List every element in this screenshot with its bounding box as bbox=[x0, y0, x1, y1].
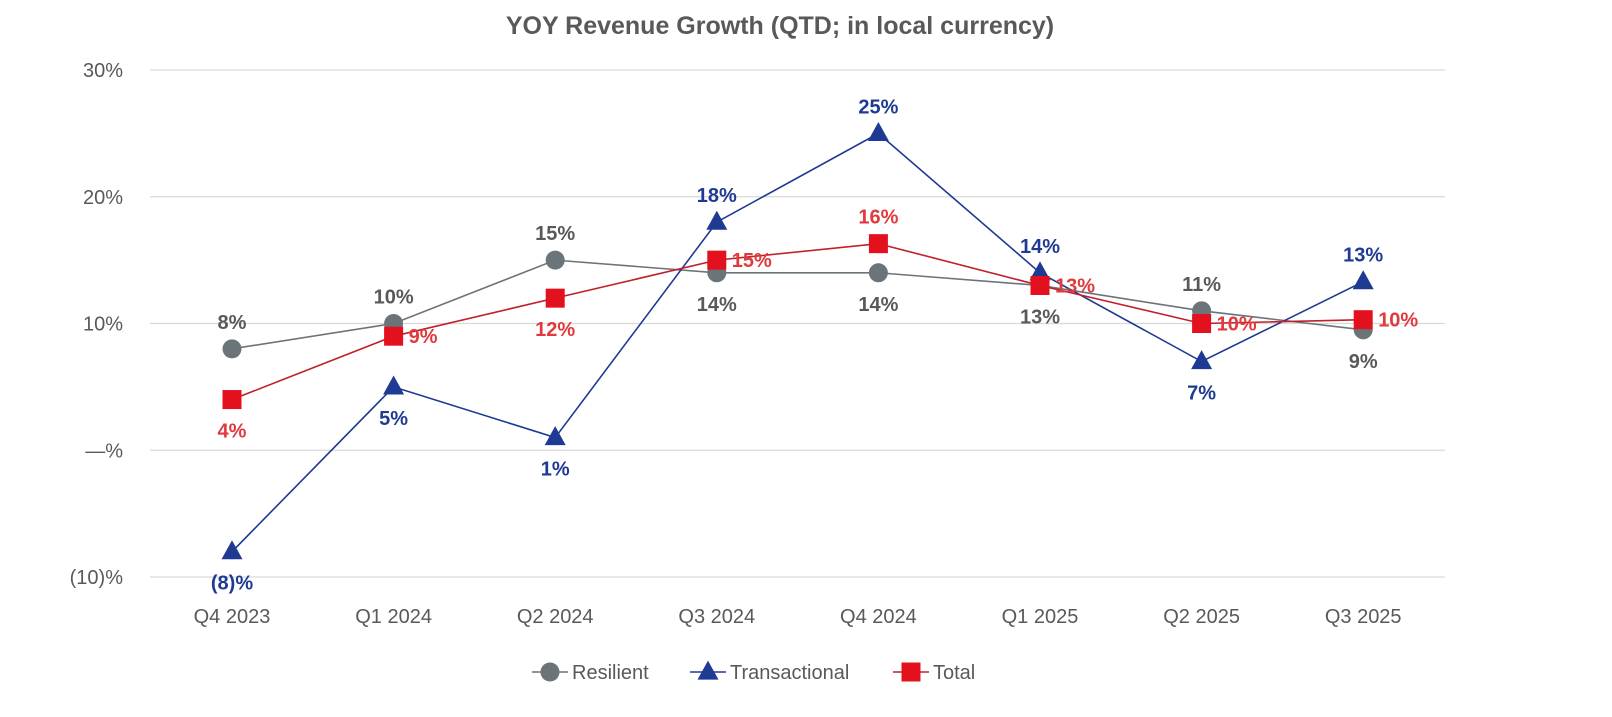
resilient-point bbox=[545, 250, 565, 270]
x-tick-label: Q4 2024 bbox=[840, 606, 917, 628]
resilient-data-label: 10% bbox=[374, 287, 414, 309]
y-axis-ticks: 30% 20% 10% —% (10)% bbox=[70, 60, 124, 589]
total-data-label: 10% bbox=[1217, 314, 1257, 336]
transactional-point bbox=[1352, 270, 1374, 290]
x-tick-label: Q1 2024 bbox=[355, 606, 432, 628]
data-labels: 8% 10% 15% 14% 14% 13% 11% 9% (8)% 5% 1% 18% 25% 14% 7… bbox=[211, 96, 1419, 594]
total-data-label: 9% bbox=[409, 326, 438, 348]
y-tick-label: 20% bbox=[83, 187, 123, 209]
y-tick-label: 30% bbox=[83, 60, 123, 82]
transactional-point bbox=[544, 426, 566, 446]
resilient-data-label: 9% bbox=[1349, 351, 1378, 373]
legend-label: Resilient bbox=[572, 662, 649, 684]
total-point bbox=[384, 326, 404, 346]
transactional-data-label: 14% bbox=[1020, 236, 1060, 258]
series-line-total bbox=[231, 242, 1364, 401]
transactional-point bbox=[1029, 261, 1051, 281]
x-axis-ticks: Q4 2023 Q1 2024 Q2 2024 Q3 2024 Q4 2024 Q1 20… bbox=[194, 606, 1402, 628]
x-tick-label: Q2 2024 bbox=[517, 606, 594, 628]
transactional-data-label: 7% bbox=[1187, 383, 1216, 405]
transactional-data-label: 25% bbox=[858, 96, 898, 118]
legend-item-resilient: Resilient bbox=[532, 662, 649, 684]
transactional-point bbox=[867, 121, 889, 141]
total-point bbox=[545, 288, 565, 308]
series-transactional bbox=[221, 121, 1374, 560]
total-point bbox=[1353, 310, 1373, 330]
resilient-data-label: 13% bbox=[1020, 306, 1060, 328]
resilient-data-label: 14% bbox=[858, 294, 898, 316]
total-data-label: 10% bbox=[1378, 310, 1418, 332]
legend-marker-triangle bbox=[697, 660, 719, 680]
transactional-point bbox=[1191, 350, 1213, 370]
x-tick-label: Q4 2023 bbox=[194, 606, 271, 628]
transactional-point bbox=[706, 210, 728, 230]
legend: Resilient Transactional Total bbox=[532, 660, 975, 684]
total-data-label: 4% bbox=[218, 421, 247, 443]
gridlines bbox=[150, 69, 1445, 578]
series-total bbox=[222, 234, 1373, 410]
x-tick-label: Q3 2024 bbox=[678, 606, 755, 628]
y-tick-label: (10)% bbox=[70, 567, 124, 589]
series-line-transactional bbox=[231, 132, 1364, 553]
legend-label: Transactional bbox=[730, 662, 849, 684]
resilient-data-label: 14% bbox=[697, 294, 737, 316]
total-point bbox=[868, 234, 888, 254]
resilient-data-label: 15% bbox=[535, 223, 575, 245]
total-point bbox=[222, 390, 242, 410]
transactional-data-label: 13% bbox=[1343, 245, 1383, 267]
transactional-data-label: (8)% bbox=[211, 573, 253, 595]
total-data-label: 12% bbox=[535, 319, 575, 341]
legend-item-total: Total bbox=[893, 662, 975, 684]
series-line-resilient bbox=[231, 259, 1364, 350]
total-point bbox=[1030, 275, 1050, 295]
legend-marker-square bbox=[901, 662, 921, 682]
resilient-data-label: 11% bbox=[1182, 274, 1221, 296]
legend-item-transactional: Transactional bbox=[690, 660, 849, 684]
resilient-data-label: 8% bbox=[218, 312, 247, 334]
transactional-point bbox=[383, 375, 405, 395]
legend-label: Total bbox=[933, 662, 975, 684]
resilient-point bbox=[868, 263, 888, 283]
total-data-label: 15% bbox=[732, 250, 772, 272]
transactional-data-label: 1% bbox=[541, 459, 570, 481]
y-tick-label: 10% bbox=[83, 314, 123, 336]
transactional-data-label: 18% bbox=[697, 185, 737, 207]
transactional-point bbox=[221, 540, 243, 560]
total-data-label: 13% bbox=[1055, 275, 1095, 297]
legend-marker-circle bbox=[540, 662, 560, 682]
x-tick-label: Q3 2025 bbox=[1325, 606, 1402, 628]
total-point bbox=[1192, 314, 1212, 333]
total-data-label: 16% bbox=[858, 207, 898, 229]
resilient-point bbox=[222, 339, 242, 359]
transactional-data-label: 5% bbox=[379, 408, 408, 430]
series-group bbox=[221, 121, 1374, 560]
x-tick-label: Q2 2025 bbox=[1163, 606, 1240, 628]
total-point bbox=[707, 250, 727, 270]
chart-title: YOY Revenue Growth (QTD; in local curren… bbox=[506, 12, 1054, 40]
y-tick-label: —% bbox=[85, 440, 123, 462]
x-tick-label: Q1 2025 bbox=[1002, 606, 1079, 628]
